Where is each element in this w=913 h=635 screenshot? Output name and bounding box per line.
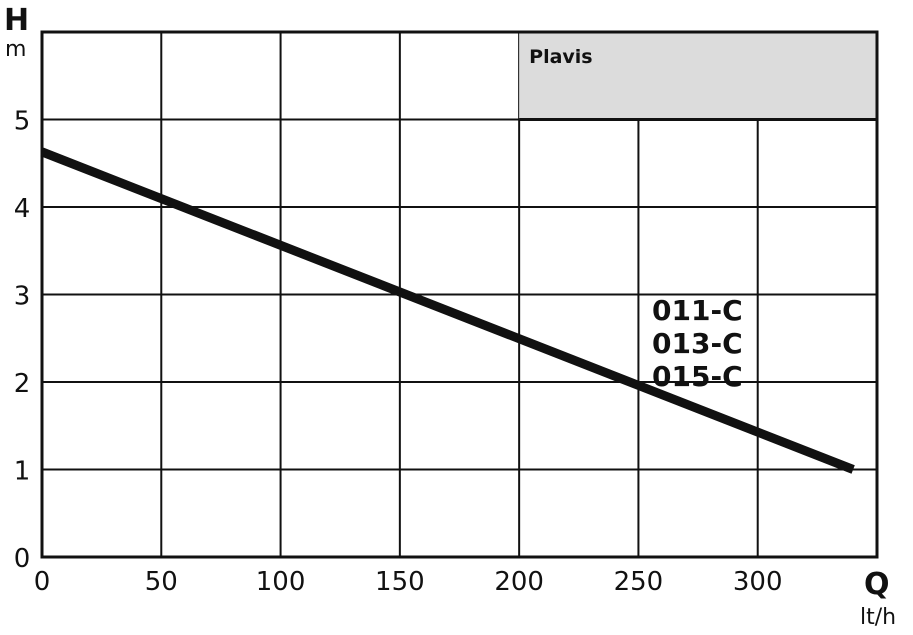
x-tick-labels: 0 50 100 150 200 250 300 bbox=[34, 567, 783, 597]
x-tick-label: 50 bbox=[145, 567, 178, 597]
x-axis-label: Q bbox=[864, 567, 890, 602]
brand-label: Plavis bbox=[529, 46, 592, 68]
model-label: 011-C bbox=[652, 294, 743, 327]
x-tick-label: 0 bbox=[34, 567, 51, 597]
x-tick-label: 250 bbox=[614, 567, 664, 597]
model-label: 013-C bbox=[652, 327, 743, 360]
y-tick-labels: 0 1 2 3 4 5 bbox=[14, 107, 31, 575]
plot-frame bbox=[40, 30, 879, 559]
y-axis-label: H bbox=[4, 3, 29, 38]
x-axis-unit: lt/h bbox=[860, 605, 896, 630]
series-layer bbox=[40, 147, 855, 474]
y-tick-label: 4 bbox=[14, 194, 31, 224]
x-tick-label: 150 bbox=[375, 567, 425, 597]
series-line-0 bbox=[40, 147, 855, 474]
y-tick-label: 1 bbox=[14, 457, 31, 487]
y-tick-label: 2 bbox=[14, 369, 31, 399]
y-tick-label: 5 bbox=[14, 107, 31, 137]
x-tick-label: 100 bbox=[256, 567, 306, 597]
y-axis-unit: m bbox=[5, 37, 26, 62]
x-tick-label: 200 bbox=[494, 567, 544, 597]
model-label: 015-C bbox=[652, 360, 743, 393]
brand-box bbox=[519, 32, 877, 120]
y-tick-label: 0 bbox=[14, 544, 31, 574]
x-tick-label: 300 bbox=[733, 567, 783, 597]
y-tick-label: 3 bbox=[14, 282, 31, 312]
